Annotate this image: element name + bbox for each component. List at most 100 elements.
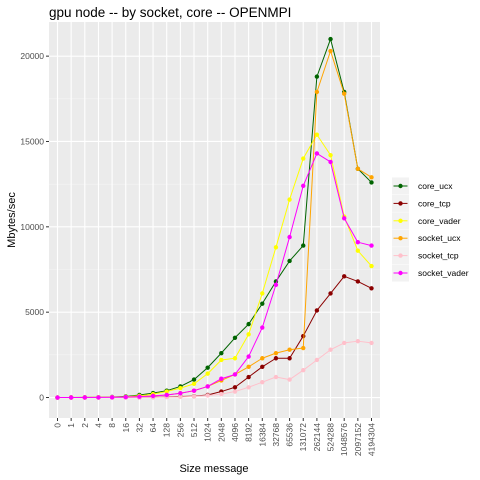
data-point [219, 376, 224, 381]
data-point [123, 394, 128, 400]
legend-item: socket_tcp [392, 247, 459, 265]
legend-item: socket_ucx [392, 229, 461, 247]
legend-label: core_vader [418, 216, 461, 226]
data-point [219, 350, 224, 356]
x-tick-label: 2 [80, 423, 90, 428]
x-tick-label: 8 [107, 423, 117, 428]
data-point [369, 286, 374, 291]
legend-label: socket_tcp [418, 251, 459, 261]
data-point [68, 395, 74, 400]
chart-title: gpu node -- by socket, core -- OPENMPI [49, 5, 291, 20]
data-point [301, 183, 306, 189]
data-point [260, 356, 265, 361]
data-point [260, 379, 265, 385]
data-point [355, 166, 361, 171]
data-point [164, 389, 169, 394]
data-point [55, 395, 60, 400]
legend-key-point [398, 253, 403, 258]
x-tick-label: 262144 [312, 423, 322, 452]
data-point [219, 391, 224, 397]
legend-item: core_ucx [392, 177, 453, 195]
data-point [205, 371, 210, 376]
data-point [191, 394, 197, 399]
data-point [273, 282, 279, 288]
data-point [328, 152, 333, 158]
data-point [246, 374, 251, 380]
data-point [287, 377, 292, 382]
data-point [150, 393, 156, 399]
x-tick-label: 256 [175, 423, 185, 437]
data-point [301, 243, 306, 248]
data-point [273, 356, 279, 361]
legend-item: core_vader [392, 212, 461, 230]
series-layer [55, 36, 374, 400]
data-point [369, 340, 374, 346]
data-point [328, 48, 333, 54]
data-point [314, 151, 320, 156]
x-tick-label: 32768 [271, 423, 281, 447]
y-tick-label: 20000 [20, 51, 44, 61]
data-point [96, 395, 101, 400]
data-point [273, 245, 279, 250]
data-point [232, 372, 238, 377]
x-tick-label: 16384 [257, 423, 267, 447]
x-tick-label: 128 [162, 423, 172, 437]
legend-item: socket_vader [392, 264, 469, 282]
x-tick-label: 4 [93, 423, 103, 428]
x-tick-label: 16 [121, 423, 131, 433]
x-tick-label: 65536 [285, 423, 295, 447]
y-axis-label: Mbytes/sec [6, 192, 18, 248]
x-tick-label: 131072 [298, 423, 308, 452]
y-tick-label: 10000 [20, 222, 44, 232]
x-axis: 0 1 2 4 8 16 32 64 128 256 512 1024 2048 4096 8192 1638… [53, 418, 377, 456]
data-point [232, 335, 238, 340]
legend-label: socket_vader [418, 268, 469, 278]
data-point [178, 394, 183, 400]
data-point [246, 332, 251, 337]
data-point [314, 132, 320, 137]
legend-key-point [398, 236, 403, 241]
x-tick-label: 4096 [230, 423, 240, 442]
legend-item: core_tcp [392, 194, 451, 212]
data-point [314, 89, 320, 95]
data-point [191, 381, 197, 387]
data-point [246, 364, 251, 369]
data-point [328, 347, 333, 352]
data-point [205, 384, 210, 389]
data-point [341, 216, 347, 221]
x-tick-label: 2097152 [353, 423, 363, 456]
x-tick-label: 1048576 [339, 423, 349, 456]
y-tick-label: 0 [39, 393, 44, 403]
data-point [355, 338, 361, 344]
data-point [341, 340, 347, 346]
x-axis-label: Size message [179, 463, 248, 475]
data-point [246, 354, 251, 359]
x-tick-label: 524288 [326, 423, 336, 452]
data-point [369, 180, 374, 185]
data-point [205, 393, 210, 398]
series-line [57, 152, 372, 399]
data-point [246, 321, 251, 327]
data-point [314, 74, 320, 79]
data-point [82, 395, 88, 400]
data-point [341, 91, 347, 96]
data-point [260, 301, 265, 306]
data-point [246, 385, 251, 390]
legend: core_ucx core_tcp core_vader socket_ucxsock… [392, 177, 469, 282]
plot-panel [49, 22, 380, 418]
x-tick-label: 64 [148, 423, 158, 433]
data-point [191, 388, 197, 393]
legend-label: core_ucx [418, 181, 453, 191]
data-point [314, 357, 320, 363]
data-point [301, 368, 306, 373]
legend-key-point [398, 201, 403, 206]
legend-key-point [398, 183, 403, 189]
x-tick-label: 512 [189, 423, 199, 437]
x-tick-label: 0 [53, 423, 63, 428]
x-tick-label: 2048 [216, 423, 226, 442]
data-point [178, 391, 183, 396]
data-point [109, 395, 115, 400]
legend-key-point [398, 270, 403, 276]
data-point [219, 357, 224, 363]
data-point [260, 325, 265, 330]
